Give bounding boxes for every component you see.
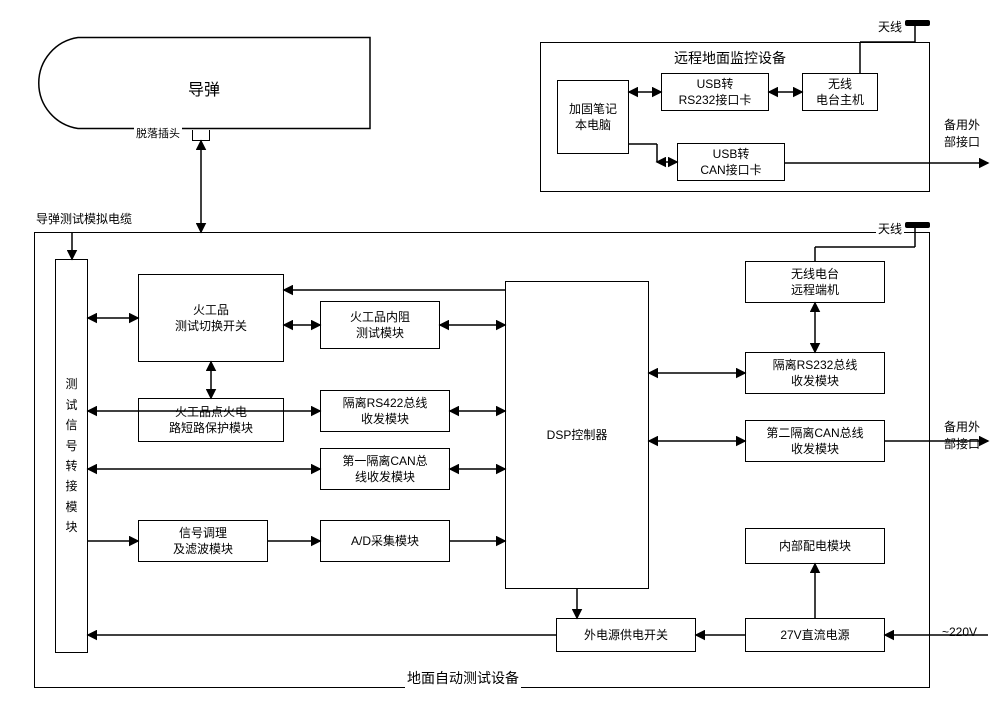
signal-cond: 信号调理 及滤波模块 <box>138 520 268 562</box>
usb-rs232: USB转 RS232接口卡 <box>661 73 769 111</box>
signal-adapter: 测 试 信 号 转 接 模 块 <box>55 259 88 653</box>
can1: 第一隔离CAN总 线收发模块 <box>320 448 450 490</box>
ad-module: A/D采集模块 <box>320 520 450 562</box>
plug-label: 脱落插头 <box>134 125 182 141</box>
dsp-controller: DSP控制器 <box>505 281 649 589</box>
pyro-res: 火工品内阻 测试模块 <box>320 301 440 349</box>
usb-can: USB转 CAN接口卡 <box>677 143 785 181</box>
ext-iface-label-2: 备用外 部接口 <box>942 418 982 452</box>
dc27v: 27V直流电源 <box>745 618 885 652</box>
laptop: 加固笔记 本电脑 <box>557 80 629 154</box>
radio-host: 无线 电台主机 <box>802 73 878 111</box>
missile-label: 导弹 <box>186 76 222 100</box>
ground-title: 地面自动测试设备 <box>405 668 521 688</box>
ext-power-switch: 外电源供电开关 <box>556 618 696 652</box>
can2: 第二隔离CAN总线 收发模块 <box>745 420 885 462</box>
iso-rs232: 隔离RS232总线 收发模块 <box>745 352 885 394</box>
power-220v-label: ~220V <box>940 625 979 639</box>
antenna-cap-1 <box>905 20 930 26</box>
pyro-protect: 火工品点火电 路短路保护模块 <box>138 398 284 442</box>
ext-iface-label-1: 备用外 部接口 <box>942 116 982 150</box>
iso-rs422: 隔离RS422总线 收发模块 <box>320 390 450 432</box>
internal-power: 内部配电模块 <box>745 528 885 564</box>
antenna-cap-2 <box>905 222 930 228</box>
antenna-label-1: 天线 <box>876 18 904 35</box>
antenna-label-2: 天线 <box>876 220 904 237</box>
breakaway-plug <box>192 130 210 141</box>
radio-remote: 无线电台 远程端机 <box>745 261 885 303</box>
cable-label: 导弹测试模拟电缆 <box>34 210 134 227</box>
remote-title: 远程地面监控设备 <box>672 48 788 68</box>
pyro-switch: 火工品 测试切换开关 <box>138 274 284 362</box>
